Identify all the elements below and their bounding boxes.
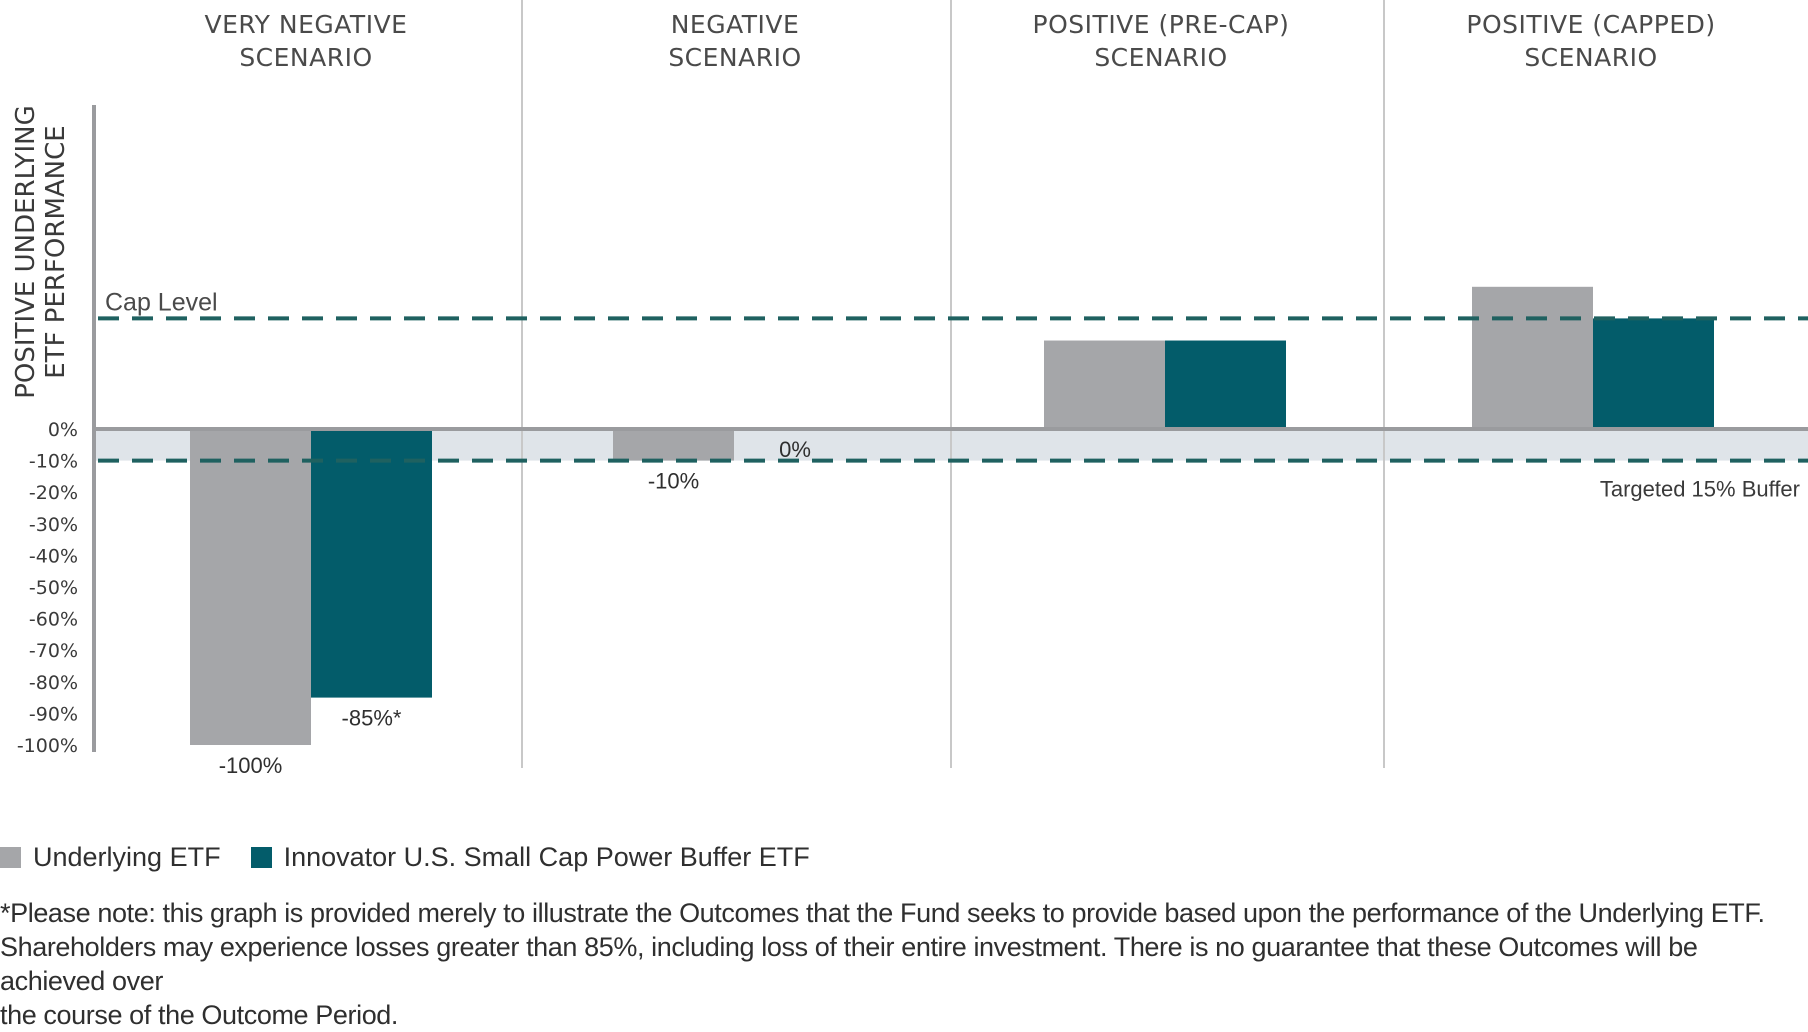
scenario-dividers — [521, 0, 1385, 768]
legend-item-buffer-etf: Innovator U.S. Small Cap Power Buffer ET… — [250, 842, 810, 873]
scenario-title: POSITIVE (PRE-CAP) SCENARIO — [1033, 10, 1290, 72]
y-axis-label-line: ETF PERFORMANCE — [41, 125, 71, 378]
bar-underlying-etf — [1044, 340, 1165, 429]
footnote-line-3: the course of the Outcome Period. — [0, 1000, 399, 1030]
y-tick-labels: 0% -10% -20% -30% -40% -50% -60% -70% -80% -90% -1… — [17, 419, 78, 757]
y-tick-label: -80% — [29, 672, 78, 694]
bar-underlying-etf — [613, 429, 734, 461]
bar-buffer-etf — [1165, 340, 1286, 429]
scenario-title-line: POSITIVE (PRE-CAP) — [1033, 10, 1290, 39]
y-tick-label: -70% — [29, 640, 78, 662]
bar-buffer-etf — [1593, 318, 1714, 429]
bar-underlying-etf — [1472, 286, 1593, 429]
scenario-title-line: VERY NEGATIVE — [205, 10, 408, 39]
y-tick-label: -60% — [29, 609, 78, 631]
scenario-title-line: SCENARIO — [668, 43, 801, 72]
y-tick-label: -50% — [29, 577, 78, 599]
reference-lines-layer — [98, 316, 1808, 463]
footnote-line-1: *Please note: this graph is provided mer… — [0, 898, 1765, 928]
legend-swatch-buffer-etf — [250, 847, 272, 868]
bar-value-label: 0% — [779, 437, 811, 462]
footnote-line-2: Shareholders may experience losses great… — [0, 932, 1698, 996]
bar-underlying-etf — [190, 429, 311, 745]
y-tick-label: -10% — [29, 451, 78, 473]
y-axis-label-line: POSITIVE UNDERLYING — [11, 105, 41, 399]
y-tick-label: -40% — [29, 545, 78, 567]
scenario-title-line: SCENARIO — [239, 43, 372, 72]
legend-label-underlying-etf: Underlying ETF — [33, 842, 221, 872]
bar-labels-layer: -100% -10% -85%* 0% — [219, 437, 811, 778]
annotations-layer: Cap Level Targeted 15% Buffer — [105, 288, 1800, 501]
legend: Underlying ETF Innovator U.S. Small Cap … — [0, 842, 840, 873]
y-tick-label: -100% — [17, 735, 78, 757]
scenario-title-line: POSITIVE (CAPPED) — [1466, 10, 1715, 39]
scenario-title: POSITIVE (CAPPED) SCENARIO — [1466, 10, 1715, 72]
targeted-buffer-label: Targeted 15% Buffer — [1600, 477, 1800, 502]
y-tick-label: -20% — [29, 482, 78, 504]
legend-swatch-underlying-etf — [0, 847, 21, 868]
y-axis-label: POSITIVE UNDERLYING ETF PERFORMANCE — [11, 105, 71, 399]
legend-item-underlying-etf: Underlying ETF — [0, 842, 221, 873]
bar-value-label: -85%* — [342, 706, 402, 731]
bars-layer — [190, 286, 1714, 745]
bar-buffer-etf — [311, 429, 432, 698]
cap-level-label: Cap Level — [105, 288, 218, 316]
bar-value-label: -100% — [219, 753, 283, 778]
scenario-title: NEGATIVE SCENARIO — [668, 10, 801, 72]
y-tick-label: 0% — [48, 419, 78, 441]
y-tick-label: -30% — [29, 514, 78, 536]
bar-value-label: -10% — [648, 469, 699, 494]
scenario-title-line: SCENARIO — [1094, 43, 1227, 72]
y-axis — [92, 105, 1808, 752]
legend-label-buffer-etf: Innovator U.S. Small Cap Power Buffer ET… — [283, 842, 810, 872]
y-tick-label: -90% — [29, 703, 78, 725]
footnote: *Please note: this graph is provided mer… — [0, 896, 1808, 1032]
scenario-title-line: SCENARIO — [1524, 43, 1657, 72]
scenario-title-line: NEGATIVE — [671, 10, 800, 39]
scenario-title: VERY NEGATIVE SCENARIO — [205, 10, 408, 72]
